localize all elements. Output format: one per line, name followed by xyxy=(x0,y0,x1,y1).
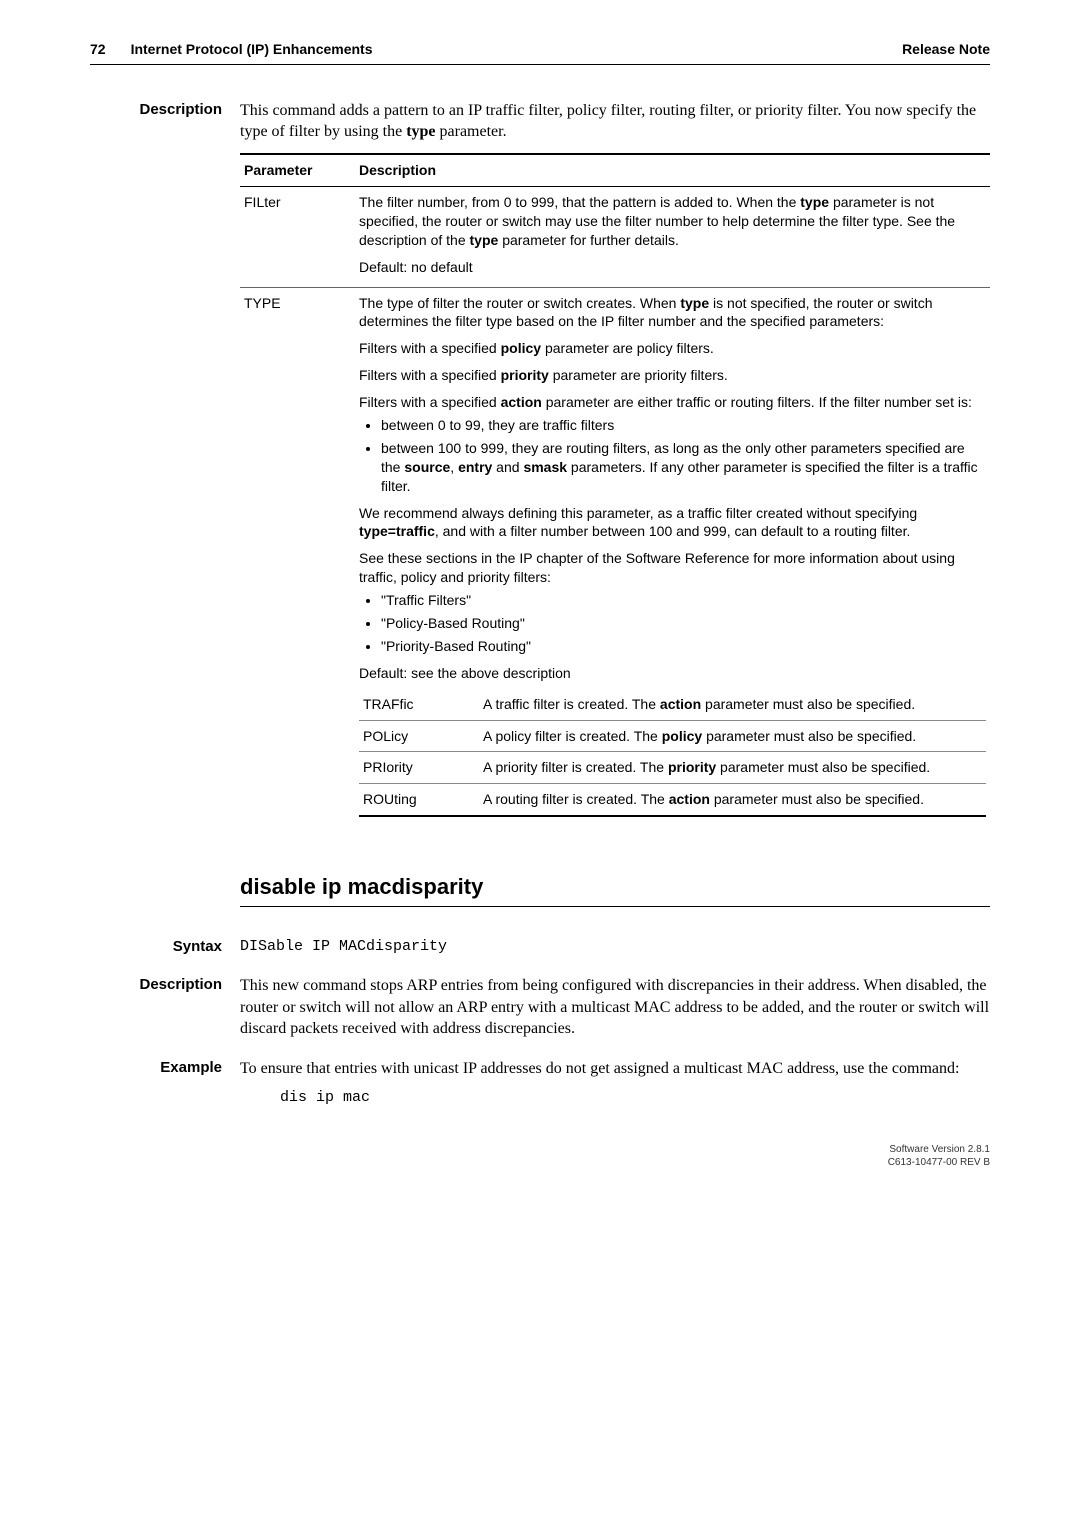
param-type-name: TYPE xyxy=(240,287,355,827)
header-title: Internet Protocol (IP) Enhancements xyxy=(131,40,373,59)
description-content: This command adds a pattern to an IP tra… xyxy=(240,100,990,937)
list-item: between 0 to 99, they are traffic filter… xyxy=(381,416,986,435)
description-section: Description This command adds a pattern … xyxy=(90,100,990,937)
header-right: Release Note xyxy=(902,40,990,59)
list-item: "Priority-Based Routing" xyxy=(381,637,986,656)
section-heading: disable ip macdisparity xyxy=(240,872,990,907)
description-label: Description xyxy=(90,100,240,937)
description2-section: Description This new command stops ARP e… xyxy=(90,975,990,1040)
list-item: "Traffic Filters" xyxy=(381,591,986,610)
page-footer: Software Version 2.8.1 C613-10477-00 REV… xyxy=(90,1143,990,1169)
sub-priority-desc: A priority filter is created. The priori… xyxy=(479,752,986,784)
sub-priority-name: PRIority xyxy=(359,752,479,784)
list-item: between 100 to 999, they are routing fil… xyxy=(381,439,986,496)
footer-version: Software Version 2.8.1 xyxy=(90,1143,990,1156)
example-label: Example xyxy=(90,1058,240,1108)
sub-routing-name: ROUting xyxy=(359,784,479,816)
footer-docid: C613-10477-00 REV B xyxy=(90,1156,990,1169)
param-type-desc: The type of filter the router or switch … xyxy=(355,287,990,827)
table-row: POLicy A policy filter is created. The p… xyxy=(359,720,986,752)
sections-list: "Traffic Filters" "Policy-Based Routing"… xyxy=(359,591,986,656)
example-content: To ensure that entries with unicast IP a… xyxy=(240,1058,990,1108)
example-text: To ensure that entries with unicast IP a… xyxy=(240,1058,990,1080)
filter-number-list: between 0 to 99, they are traffic filter… xyxy=(359,416,986,496)
type-sub-table: TRAFfic A traffic filter is created. The… xyxy=(359,689,986,818)
list-item: "Policy-Based Routing" xyxy=(381,614,986,633)
syntax-section: Syntax DISable IP MACdisparity xyxy=(90,937,990,957)
table-row: TRAFfic A traffic filter is created. The… xyxy=(359,689,986,720)
page-number: 72 xyxy=(90,40,106,59)
page-header: 72 Internet Protocol (IP) Enhancements R… xyxy=(90,40,990,65)
sub-traffic-desc: A traffic filter is created. The action … xyxy=(479,689,986,720)
header-left: 72 Internet Protocol (IP) Enhancements xyxy=(90,40,373,59)
col-header-parameter: Parameter xyxy=(240,154,355,186)
table-row-type: TYPE The type of filter the router or sw… xyxy=(240,287,990,827)
sub-policy-name: POLicy xyxy=(359,720,479,752)
sub-policy-desc: A policy filter is created. The policy p… xyxy=(479,720,986,752)
example-section: Example To ensure that entries with unic… xyxy=(90,1058,990,1108)
parameter-table: Parameter Description FILter The filter … xyxy=(240,153,990,827)
intro-paragraph: This command adds a pattern to an IP tra… xyxy=(240,100,990,143)
description2-text: This new command stops ARP entries from … xyxy=(240,975,990,1040)
description2-label: Description xyxy=(90,975,240,1040)
param-filter-name: FILter xyxy=(240,186,355,287)
example-command: dis ip mac xyxy=(240,1088,990,1108)
syntax-text: DISable IP MACdisparity xyxy=(240,937,990,957)
param-filter-desc: The filter number, from 0 to 999, that t… xyxy=(355,186,990,287)
sub-routing-desc: A routing filter is created. The action … xyxy=(479,784,986,816)
table-row: ROUting A routing filter is created. The… xyxy=(359,784,986,816)
sub-traffic-name: TRAFfic xyxy=(359,689,479,720)
table-row-filter: FILter The filter number, from 0 to 999,… xyxy=(240,186,990,287)
table-row: PRIority A priority filter is created. T… xyxy=(359,752,986,784)
syntax-label: Syntax xyxy=(90,937,240,957)
col-header-description: Description xyxy=(355,154,990,186)
